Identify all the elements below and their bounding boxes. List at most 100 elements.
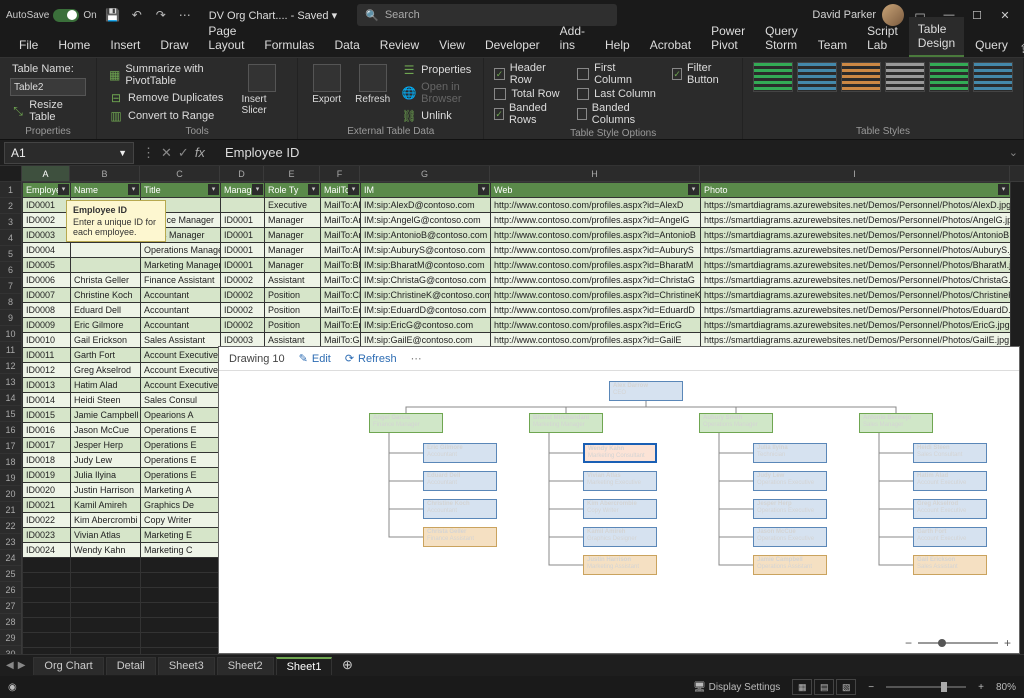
table-cell[interactable]: ID0017 <box>23 438 71 453</box>
table-cell[interactable]: ID0016 <box>23 423 71 438</box>
column-header[interactable]: H <box>490 166 700 181</box>
table-cell[interactable]: Accountant <box>141 288 221 303</box>
table-cell[interactable]: Copy Writer <box>141 513 221 528</box>
table-cell[interactable]: MailTo:Edu <box>321 303 361 318</box>
ribbon-tab-view[interactable]: View <box>430 33 474 57</box>
org-node[interactable]: Julia IlyinaTechnician <box>753 443 827 463</box>
table-cell[interactable]: ID0008 <box>23 303 71 318</box>
table-cell[interactable]: https://smartdiagrams.azurewebsites.net/… <box>701 303 1011 318</box>
table-cell[interactable]: Manager <box>265 213 321 228</box>
table-cell[interactable]: Position <box>265 318 321 333</box>
ribbon-tab-script-lab[interactable]: Script Lab <box>858 19 907 57</box>
undo-icon[interactable]: ↶ <box>129 7 145 23</box>
filter-dropdown-icon[interactable]: ▾ <box>252 184 263 195</box>
table-cell[interactable]: Christa Geller <box>71 273 141 288</box>
add-sheet-button[interactable]: ⊕ <box>338 657 356 675</box>
table-header[interactable]: Web▾ <box>491 183 701 198</box>
range-button[interactable]: ▥Convert to Range <box>107 108 230 124</box>
table-cell[interactable]: MailTo:Ang <box>321 213 361 228</box>
table-cell[interactable]: ID0002 <box>221 303 265 318</box>
table-cell[interactable]: MailTo:Ant <box>321 228 361 243</box>
ribbon-tab-help[interactable]: Help <box>596 33 639 57</box>
table-cell[interactable]: ID0002 <box>221 273 265 288</box>
filter-dropdown-icon[interactable]: ▾ <box>58 184 69 195</box>
row-header[interactable]: 28 <box>0 614 21 630</box>
table-header[interactable]: Title▾ <box>141 183 221 198</box>
banded-cols-check[interactable]: Banded Columns <box>577 102 656 126</box>
table-cell[interactable]: Opearions A <box>141 408 221 423</box>
table-header[interactable]: Manager▾ <box>221 183 265 198</box>
org-node[interactable]: Jason McCueOperations Executive <box>753 527 827 547</box>
column-header[interactable]: G <box>360 166 490 181</box>
fx-icon[interactable]: fx <box>195 145 205 161</box>
table-cell[interactable]: Marketing C <box>141 543 221 558</box>
table-cell[interactable]: https://smartdiagrams.azurewebsites.net/… <box>701 258 1011 273</box>
fx-menu-icon[interactable]: ⋮ <box>142 145 155 161</box>
table-row[interactable]: ID0004Operations ManagerID0001ManagerMai… <box>23 243 1011 258</box>
table-cell[interactable]: Eric Gilmore <box>71 318 141 333</box>
sheet-tab[interactable]: Org Chart <box>33 657 103 675</box>
visio-edit-button[interactable]: ✎Edit <box>299 352 331 365</box>
dup-button[interactable]: ⊟Remove Duplicates <box>107 90 230 106</box>
table-cell[interactable]: Accountant <box>141 318 221 333</box>
table-cell[interactable]: Julia Ilyina <box>71 468 141 483</box>
table-cell[interactable]: MailTo:Chr <box>321 273 361 288</box>
table-cell[interactable]: Executive <box>265 198 321 213</box>
org-node[interactable]: Heidi SteenSales Consultant <box>913 443 987 463</box>
org-node[interactable]: Gail EricksonSales Assistant <box>913 555 987 575</box>
table-cell[interactable]: IM:sip:AntonioB@contoso.com <box>361 228 491 243</box>
ribbon-tab-draw[interactable]: Draw <box>151 33 197 57</box>
table-cell[interactable]: Kamil Amireh <box>71 498 141 513</box>
table-cell[interactable]: Finance Assistant <box>141 273 221 288</box>
table-cell[interactable]: http://www.contoso.com/profiles.aspx?id=… <box>491 288 701 303</box>
row-header[interactable]: 1 <box>0 182 21 198</box>
zoom-out-icon[interactable]: − <box>868 682 874 693</box>
sheet[interactable]: ABCDEFGHI Employee▾Name▾Title▾Manager▾Ro… <box>22 166 1024 654</box>
chevron-down-icon[interactable]: ▼ <box>118 148 127 158</box>
table-header[interactable]: Role Ty▾ <box>265 183 321 198</box>
ribbon-tab-developer[interactable]: Developer <box>476 33 549 57</box>
org-node[interactable]: Hatim AladAccount Executive <box>913 471 987 491</box>
table-cell[interactable]: Operations Manager <box>141 243 221 258</box>
autosave[interactable]: AutoSave On <box>6 9 97 22</box>
table-cell[interactable]: Account Executive <box>141 378 221 393</box>
table-cell[interactable]: http://www.contoso.com/profiles.aspx?id=… <box>491 303 701 318</box>
row-header[interactable]: 4 <box>0 230 21 246</box>
table-cell[interactable]: ID0001 <box>23 198 71 213</box>
table-cell[interactable]: Jamie Campbell <box>71 408 141 423</box>
org-node[interactable]: Eduard DellAccountant <box>423 471 497 491</box>
table-cell[interactable]: ID0002 <box>221 318 265 333</box>
zoom-slider[interactable] <box>886 686 966 688</box>
table-cell[interactable]: Manager <box>265 243 321 258</box>
row-header[interactable]: 24 <box>0 550 21 566</box>
table-cell[interactable]: ID0024 <box>23 543 71 558</box>
table-style[interactable] <box>753 62 793 92</box>
table-cell[interactable]: http://www.contoso.com/profiles.aspx?id=… <box>491 258 701 273</box>
table-cell[interactable]: Sales Assistant <box>141 333 221 348</box>
org-node[interactable]: Vivian AtlasMarketing Executive <box>583 471 657 491</box>
org-node[interactable]: Angel GarciaFinance Manager <box>369 413 443 433</box>
last-col-check[interactable]: Last Column <box>577 88 656 100</box>
org-node[interactable]: Jamie CampbellOperations Assistant <box>753 555 827 575</box>
column-header[interactable]: B <box>70 166 140 181</box>
row-header[interactable]: 11 <box>0 342 21 358</box>
table-cell[interactable]: Heidi Steen <box>71 393 141 408</box>
ribbon-tab-page-layout[interactable]: Page Layout <box>199 19 253 57</box>
display-settings-button[interactable]: 🖥 Display Settings <box>693 682 780 693</box>
org-node[interactable]: Eric GilmoreAccountant <box>423 443 497 463</box>
table-cell[interactable]: IM:sip:AngelG@contoso.com <box>361 213 491 228</box>
row-header[interactable]: 30 <box>0 646 21 654</box>
table-name-input[interactable] <box>10 78 86 96</box>
table-cell[interactable]: ID0001 <box>221 243 265 258</box>
cancel-icon[interactable]: ✕ <box>161 145 172 161</box>
ribbon-tab-query[interactable]: Query <box>966 33 1017 57</box>
table-cell[interactable]: Sales Consul <box>141 393 221 408</box>
table-cell[interactable]: ID0018 <box>23 453 71 468</box>
org-node[interactable]: Kim AbercrombieCopy Writer <box>583 499 657 519</box>
column-header[interactable]: E <box>264 166 320 181</box>
row-header[interactable]: 12 <box>0 358 21 374</box>
table-cell[interactable]: Accountant <box>141 303 221 318</box>
table-style[interactable] <box>929 62 969 92</box>
resize-table-button[interactable]: ⤡Resize Table <box>10 98 86 124</box>
table-cell[interactable]: MailTo:Eric <box>321 318 361 333</box>
